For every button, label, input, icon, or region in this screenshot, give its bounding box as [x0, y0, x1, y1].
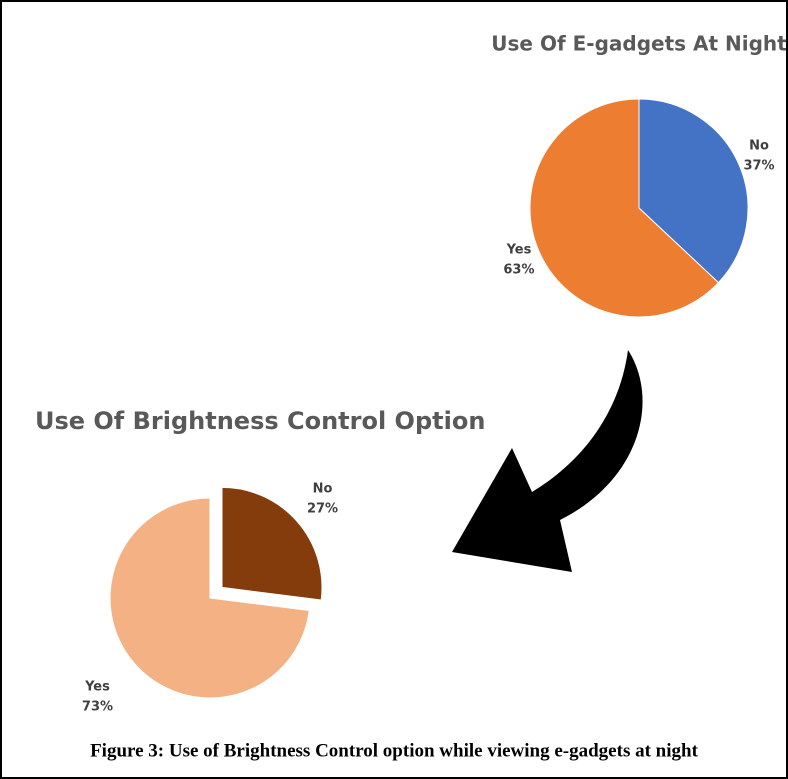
- value-label: 73%: [82, 700, 113, 715]
- value-label: 37%: [743, 159, 774, 174]
- chart-title: Use Of Brightness Control Option: [35, 407, 485, 435]
- slice-label: Yes: [506, 242, 532, 257]
- pie-slice: [638, 98, 749, 284]
- pie-slice: [221, 486, 323, 601]
- pie-slice: [109, 497, 310, 699]
- slice-label: Yes: [84, 680, 110, 695]
- pie-slice: [529, 98, 720, 318]
- arrow: [452, 350, 643, 572]
- caption: Figure 3: Use of Brightness Control opti…: [90, 740, 698, 761]
- slice-label: No: [749, 139, 769, 154]
- value-label: 27%: [307, 501, 338, 516]
- slice-label: No: [313, 481, 333, 496]
- chart-title: Use Of E-gadgets At Night: [491, 32, 787, 56]
- value-label: 63%: [503, 262, 534, 277]
